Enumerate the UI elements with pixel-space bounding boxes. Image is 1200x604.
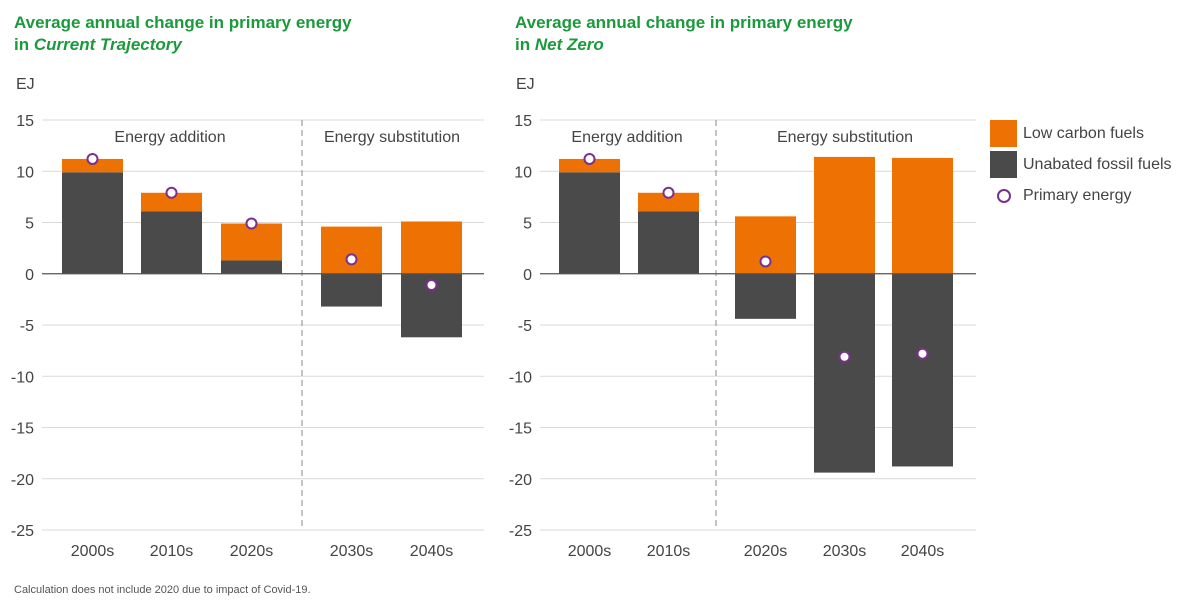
left-chart-title: Average annual change in primary energy … (14, 12, 352, 56)
left-bar-low-carbon (321, 226, 382, 274)
left-primary-energy-point (345, 253, 358, 266)
left-primary-energy-point (165, 186, 178, 199)
right-x-tick-label: 2000s (568, 543, 612, 560)
left-y-tick-label: 10 (16, 164, 34, 181)
left-x-tick-label: 2010s (150, 543, 194, 560)
left-x-tick-label: 2020s (230, 543, 274, 560)
left-section-label: Energy addition (114, 129, 225, 146)
footnote: Calculation does not include 2020 due to… (14, 584, 311, 596)
right-section-label: Energy substitution (777, 129, 913, 146)
left-title-prefix: in (14, 35, 34, 54)
right-title-scenario: Net Zero (534, 35, 604, 54)
legend-item-fossil: Unabated fossil fuels (990, 149, 1172, 180)
left-y-tick-label: -20 (11, 472, 34, 489)
left-bar-fossil (221, 260, 282, 274)
right-section-label: Energy addition (571, 129, 682, 146)
right-bar-low-carbon (638, 192, 699, 212)
right-bar-fossil (559, 172, 620, 274)
right-bar-low-carbon (814, 156, 875, 274)
right-primary-energy-point (916, 347, 929, 360)
left-bar-fossil (321, 273, 382, 307)
right-x-tick-label: 2030s (823, 543, 867, 560)
left-y-tick-label: -15 (11, 421, 34, 438)
right-title-line1: Average annual change in primary energy (515, 13, 853, 32)
right-x-tick-label: 2020s (744, 543, 788, 560)
left-y-tick-label: -10 (11, 369, 34, 386)
left-bar-fossil (62, 172, 123, 274)
legend-label-primary: Primary energy (1023, 186, 1132, 204)
right-primary-energy-point (662, 186, 675, 199)
left-title-scenario: Current Trajectory (33, 35, 182, 54)
left-x-tick-label: 2030s (330, 543, 374, 560)
left-y-tick-label: 5 (25, 216, 34, 233)
left-y-tick-label: 0 (25, 267, 34, 284)
left-y-tick-label: 15 (16, 113, 34, 130)
legend-swatch-low-carbon (990, 120, 1017, 147)
left-y-tick-label: -5 (20, 318, 34, 335)
right-y-tick-label: -20 (509, 472, 532, 489)
right-y-tick-label: 0 (523, 267, 532, 284)
legend-label-low-carbon: Low carbon fuels (1023, 124, 1144, 142)
right-chart-title: Average annual change in primary energy … (515, 12, 853, 56)
left-primary-energy-point (425, 279, 438, 292)
right-y-tick-label: 5 (523, 216, 532, 233)
right-x-tick-label: 2040s (901, 543, 945, 560)
right-y-tick-label: -5 (518, 318, 532, 335)
legend-item-primary: Primary energy (990, 180, 1172, 211)
left-section-label: Energy substitution (324, 129, 460, 146)
right-y-tick-label: 10 (514, 164, 532, 181)
right-bar-low-carbon (892, 157, 953, 274)
left-bar-low-carbon (401, 221, 462, 274)
right-bar-fossil (638, 211, 699, 274)
left-unit-label: EJ (16, 76, 35, 93)
right-unit-label: EJ (516, 76, 535, 93)
right-title-line2: in Net Zero (515, 34, 853, 56)
right-y-tick-label: 15 (514, 113, 532, 130)
right-primary-energy-point (838, 350, 851, 363)
legend-swatch-primary (990, 182, 1017, 209)
right-bar-low-carbon (559, 158, 620, 173)
left-title-line2: in Current Trajectory (14, 34, 352, 56)
left-bar-low-carbon (141, 192, 202, 212)
right-y-tick-label: -15 (509, 421, 532, 438)
legend-label-fossil: Unabated fossil fuels (1023, 155, 1172, 173)
right-title-prefix: in (515, 35, 535, 54)
right-primary-energy-point (583, 152, 596, 165)
left-primary-energy-point (86, 152, 99, 165)
left-x-tick-label: 2040s (410, 543, 454, 560)
right-y-tick-label: -10 (509, 369, 532, 386)
legend: Low carbon fuels Unabated fossil fuels P… (990, 118, 1172, 211)
legend-swatch-fossil (990, 151, 1017, 178)
left-bar-low-carbon (62, 158, 123, 173)
right-bar-fossil (892, 273, 953, 467)
right-x-tick-label: 2010s (647, 543, 691, 560)
left-bar-fossil (141, 211, 202, 274)
left-x-tick-label: 2000s (71, 543, 115, 560)
left-title-line1: Average annual change in primary energy (14, 13, 352, 32)
left-bar-low-carbon (221, 223, 282, 261)
legend-item-low-carbon: Low carbon fuels (990, 118, 1172, 149)
left-primary-energy-point (245, 217, 258, 230)
right-bar-fossil (735, 273, 796, 319)
right-bar-fossil (814, 273, 875, 473)
right-y-tick-label: -25 (509, 523, 532, 540)
right-primary-energy-point (759, 255, 772, 268)
left-y-tick-label: -25 (11, 523, 34, 540)
